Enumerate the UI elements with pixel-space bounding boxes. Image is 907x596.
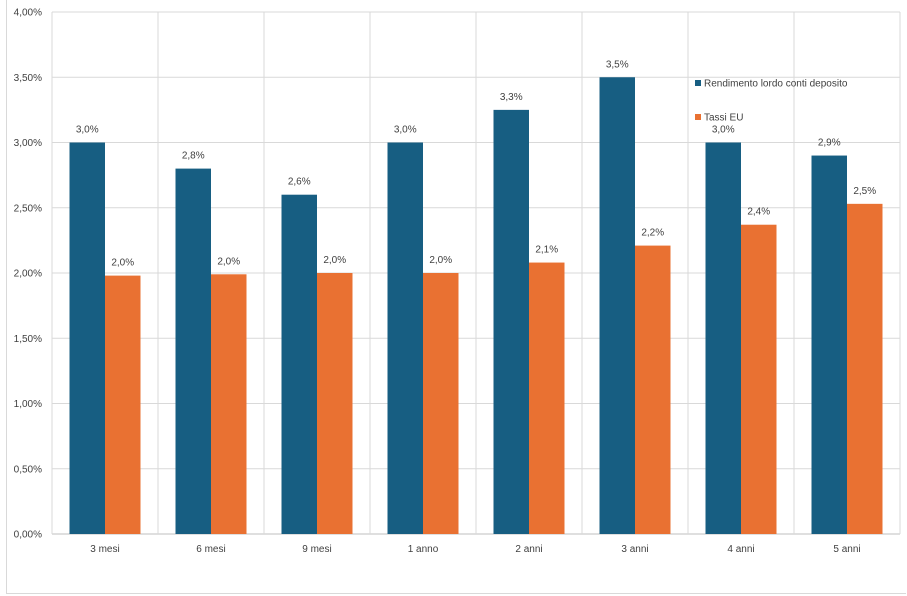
y-tick-label: 2,00%	[14, 269, 42, 280]
y-tick-label: 1,00%	[14, 399, 42, 410]
y-tick-label: 3,00%	[14, 138, 42, 149]
legend-swatch-tassi-eu	[695, 114, 701, 120]
bar-rendimento-3[interactable]	[387, 142, 424, 535]
bar-rendimento-6[interactable]	[705, 142, 742, 535]
data-label: 2,0%	[217, 256, 240, 267]
x-tick-label: 3 anni	[621, 544, 648, 555]
legend-label-rendimento: Rendimento lordo conti deposito	[704, 79, 848, 90]
bar-tassi-eu-5[interactable]	[635, 245, 671, 534]
bar-rendimento-2[interactable]	[281, 194, 318, 534]
data-label: 3,0%	[394, 125, 417, 136]
bar-tassi-eu-6[interactable]	[741, 224, 777, 534]
x-tick-label: 5 anni	[833, 544, 860, 555]
data-label: 3,0%	[712, 125, 735, 136]
y-tick-label: 3,50%	[14, 73, 42, 84]
bar-tassi-eu-2[interactable]	[317, 273, 353, 534]
y-tick-label: 4,00%	[14, 8, 42, 19]
bar-rendimento-7[interactable]	[811, 155, 848, 535]
y-tick-label: 2,50%	[14, 203, 42, 214]
data-label: 3,3%	[500, 92, 523, 103]
bar-rendimento-5[interactable]	[599, 77, 636, 534]
bar-rendimento-0[interactable]	[69, 142, 106, 535]
x-tick-label: 6 mesi	[196, 544, 225, 555]
bar-rendimento-1[interactable]	[175, 168, 212, 534]
x-tick-label: 2 anni	[515, 544, 542, 555]
data-label: 2,2%	[641, 228, 664, 239]
x-tick-label: 3 mesi	[90, 544, 119, 555]
data-label: 3,0%	[76, 125, 99, 136]
data-label: 2,0%	[323, 255, 346, 266]
bar-tassi-eu-7[interactable]	[847, 203, 883, 534]
x-tick-label: 9 mesi	[302, 544, 331, 555]
y-tick-label: 1,50%	[14, 334, 42, 345]
data-label: 2,5%	[853, 186, 876, 197]
bar-tassi-eu-4[interactable]	[529, 262, 565, 534]
y-tick-label: 0,00%	[14, 530, 42, 541]
data-label: 2,0%	[111, 258, 134, 269]
data-label: 2,9%	[818, 138, 841, 149]
chart-frame	[6, 0, 906, 594]
data-label: 3,5%	[606, 59, 629, 70]
bar-tassi-eu-3[interactable]	[423, 273, 459, 534]
data-label: 2,6%	[288, 177, 311, 188]
y-tick-label: 0,50%	[14, 464, 42, 475]
x-tick-label: 4 anni	[727, 544, 754, 555]
legend-label-tassi-eu: Tassi EU	[704, 113, 743, 124]
data-label: 2,1%	[535, 245, 558, 256]
legend-swatch-rendimento	[695, 80, 701, 86]
data-label: 2,0%	[429, 255, 452, 266]
bar-tassi-eu-0[interactable]	[105, 275, 141, 534]
data-label: 2,8%	[182, 151, 205, 162]
data-label: 2,4%	[747, 207, 770, 218]
bar-rendimento-4[interactable]	[493, 109, 530, 534]
x-tick-label: 1 anno	[408, 544, 439, 555]
bar-tassi-eu-1[interactable]	[211, 274, 247, 534]
